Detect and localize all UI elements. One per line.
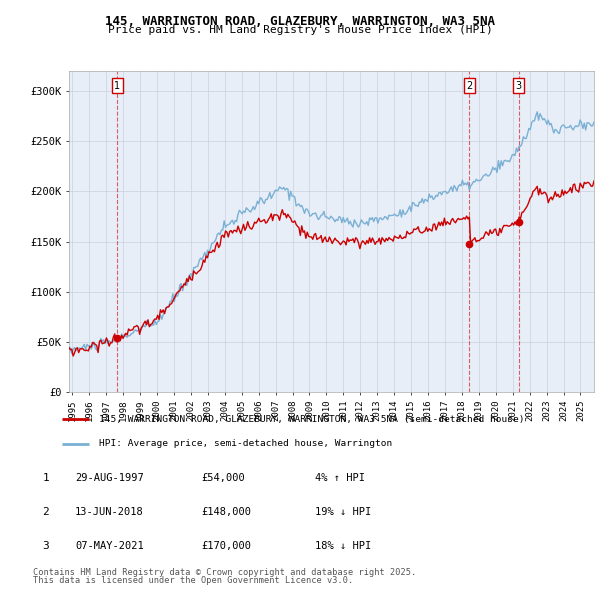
Text: HPI: Average price, semi-detached house, Warrington: HPI: Average price, semi-detached house,… — [100, 440, 392, 448]
Text: 29-AUG-1997: 29-AUG-1997 — [75, 473, 144, 483]
Text: Contains HM Land Registry data © Crown copyright and database right 2025.: Contains HM Land Registry data © Crown c… — [33, 568, 416, 577]
Text: 13-JUN-2018: 13-JUN-2018 — [75, 507, 144, 517]
Text: This data is licensed under the Open Government Licence v3.0.: This data is licensed under the Open Gov… — [33, 576, 353, 585]
Text: 145, WARRINGTON ROAD, GLAZEBURY, WARRINGTON, WA3 5NA (semi-detached house): 145, WARRINGTON ROAD, GLAZEBURY, WARRING… — [100, 415, 525, 424]
Text: 2: 2 — [466, 81, 472, 91]
Text: 1: 1 — [115, 81, 121, 91]
Text: 1: 1 — [42, 473, 49, 483]
Text: 07-MAY-2021: 07-MAY-2021 — [75, 541, 144, 550]
Text: 145, WARRINGTON ROAD, GLAZEBURY, WARRINGTON, WA3 5NA: 145, WARRINGTON ROAD, GLAZEBURY, WARRING… — [105, 15, 495, 28]
Text: 18% ↓ HPI: 18% ↓ HPI — [315, 541, 371, 550]
Text: 4% ↑ HPI: 4% ↑ HPI — [315, 473, 365, 483]
Text: 3: 3 — [515, 81, 521, 91]
Text: Price paid vs. HM Land Registry's House Price Index (HPI): Price paid vs. HM Land Registry's House … — [107, 25, 493, 35]
Text: 3: 3 — [42, 541, 49, 550]
Text: £170,000: £170,000 — [201, 541, 251, 550]
Text: £54,000: £54,000 — [201, 473, 245, 483]
Text: 19% ↓ HPI: 19% ↓ HPI — [315, 507, 371, 517]
Text: £148,000: £148,000 — [201, 507, 251, 517]
Text: 2: 2 — [42, 507, 49, 517]
